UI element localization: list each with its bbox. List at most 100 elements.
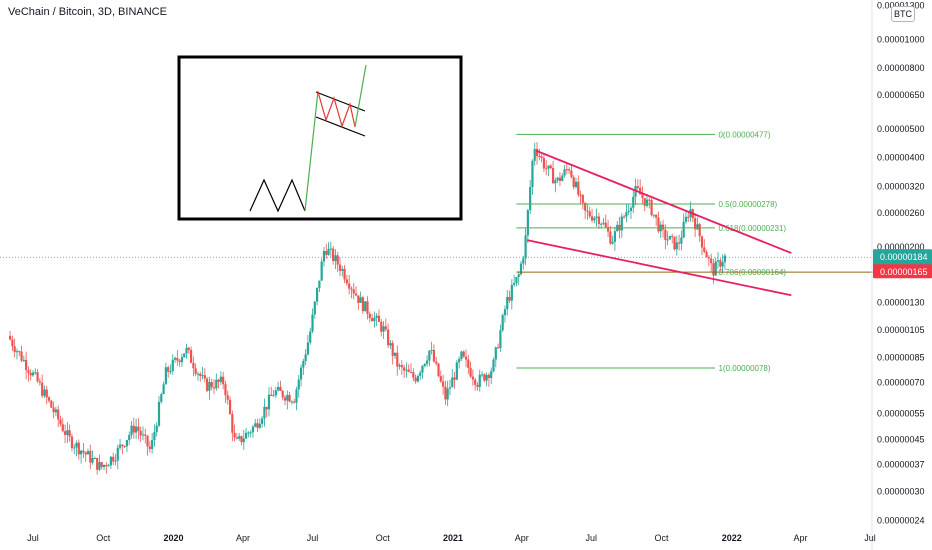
- candle-body: [361, 297, 365, 312]
- candle-body: [485, 374, 488, 381]
- candle-body: [128, 434, 131, 441]
- candle-body: [313, 301, 316, 315]
- fib-label: 0.618(0.00000231): [718, 224, 786, 233]
- candle-body: [419, 372, 422, 376]
- candle-body: [641, 194, 644, 198]
- candle-body: [577, 181, 580, 195]
- candle-body: [492, 359, 495, 372]
- candle-body: [93, 458, 96, 460]
- candle-body: [364, 301, 367, 312]
- candle-body: [389, 343, 392, 346]
- candle-body: [574, 181, 578, 188]
- time-tick-label: Jul: [864, 533, 876, 543]
- time-tick-label: Oct: [96, 533, 111, 543]
- candle-body: [506, 297, 509, 310]
- candle-body: [112, 456, 115, 462]
- candle-body: [137, 426, 140, 431]
- price-tick-label: 0.00001000: [877, 34, 925, 44]
- candle-body: [613, 231, 617, 242]
- fib-label: 1(0.00000078): [718, 364, 770, 373]
- candle-body: [116, 447, 119, 461]
- candle-body: [263, 406, 266, 419]
- candle-body: [18, 351, 21, 353]
- candle-body: [146, 435, 149, 447]
- candle-body: [517, 274, 520, 278]
- candle-body: [533, 148, 536, 161]
- time-tick-label: 2022: [722, 533, 742, 543]
- candle-body: [348, 283, 351, 289]
- candle-body: [368, 313, 371, 319]
- candle-body: [423, 363, 426, 366]
- time-tick-label: Oct: [655, 533, 670, 543]
- time-tick-label: Apr: [515, 533, 529, 543]
- fib-label: 0(0.00000477): [718, 130, 770, 139]
- candle-body: [563, 169, 566, 176]
- candle-body: [682, 221, 685, 238]
- fibonacci-levels: 0(0.00000477) 0.5(0.00000278) 0.618(0.0000…: [0, 130, 932, 373]
- candle-body: [716, 260, 720, 262]
- candle-body: [391, 343, 394, 356]
- candle-body: [549, 165, 552, 169]
- candle-body: [54, 409, 58, 413]
- candle-body: [643, 197, 646, 206]
- candle-body: [416, 375, 419, 382]
- time-axis[interactable]: Jul Oct 2020 Apr Jul Oct 2021 Apr Jul Oct 2022 Apr J…: [27, 533, 876, 543]
- candle-body: [247, 432, 250, 434]
- marked-level-text: 0.00000165: [880, 267, 928, 277]
- candle-body: [652, 214, 655, 216]
- candle-body: [325, 250, 328, 255]
- candle-body: [655, 214, 658, 218]
- candle-body: [714, 261, 717, 276]
- candle-body: [508, 297, 511, 301]
- candle-body: [565, 169, 568, 171]
- candle-body: [510, 284, 513, 301]
- candle-body: [189, 349, 193, 363]
- candle-body: [50, 400, 53, 408]
- candle-body: [435, 361, 438, 364]
- marked-level-tag: [873, 264, 932, 279]
- candle-body: [412, 372, 415, 378]
- candle-body: [677, 242, 681, 244]
- candle-body: [680, 237, 683, 244]
- candle-body: [15, 351, 19, 353]
- candles: [8, 142, 726, 475]
- candle-body: [334, 255, 337, 262]
- price-tick-label: 0.00000045: [877, 434, 925, 444]
- candle-body: [341, 268, 344, 271]
- candle-body: [41, 382, 44, 396]
- candle-body: [66, 430, 69, 435]
- candle-body: [318, 280, 321, 288]
- candle-body: [593, 217, 596, 221]
- candle-body: [597, 216, 600, 224]
- candle-body: [281, 391, 284, 398]
- candle-body: [132, 425, 135, 433]
- candle-body: [155, 425, 158, 433]
- candle-body: [522, 258, 525, 264]
- candle-body: [542, 158, 546, 169]
- candle-body: [409, 371, 413, 373]
- candle-body: [515, 277, 518, 284]
- wedge-line: [535, 149, 792, 254]
- candle-body: [201, 375, 204, 377]
- candle-body: [611, 241, 614, 244]
- candle-body: [538, 155, 541, 157]
- candle-body: [98, 462, 101, 470]
- candle-body: [455, 362, 458, 380]
- candle-body: [244, 432, 248, 439]
- currency-badge[interactable]: BTC: [891, 6, 915, 22]
- candle-body: [84, 452, 87, 455]
- price-tick-label: 0.00000400: [877, 153, 925, 163]
- candle-body: [343, 268, 346, 280]
- chart-title: VeChain / Bitcoin, 3D, BINANCE: [8, 6, 167, 18]
- candle-body: [306, 342, 310, 355]
- time-tick-label: Jul: [585, 533, 597, 543]
- candle-body: [228, 399, 232, 415]
- candle-body: [238, 436, 241, 439]
- candle-body: [320, 261, 323, 281]
- candle-body: [96, 458, 99, 470]
- candle-body: [329, 248, 332, 250]
- candle-body: [606, 227, 610, 232]
- candle-body: [604, 222, 607, 228]
